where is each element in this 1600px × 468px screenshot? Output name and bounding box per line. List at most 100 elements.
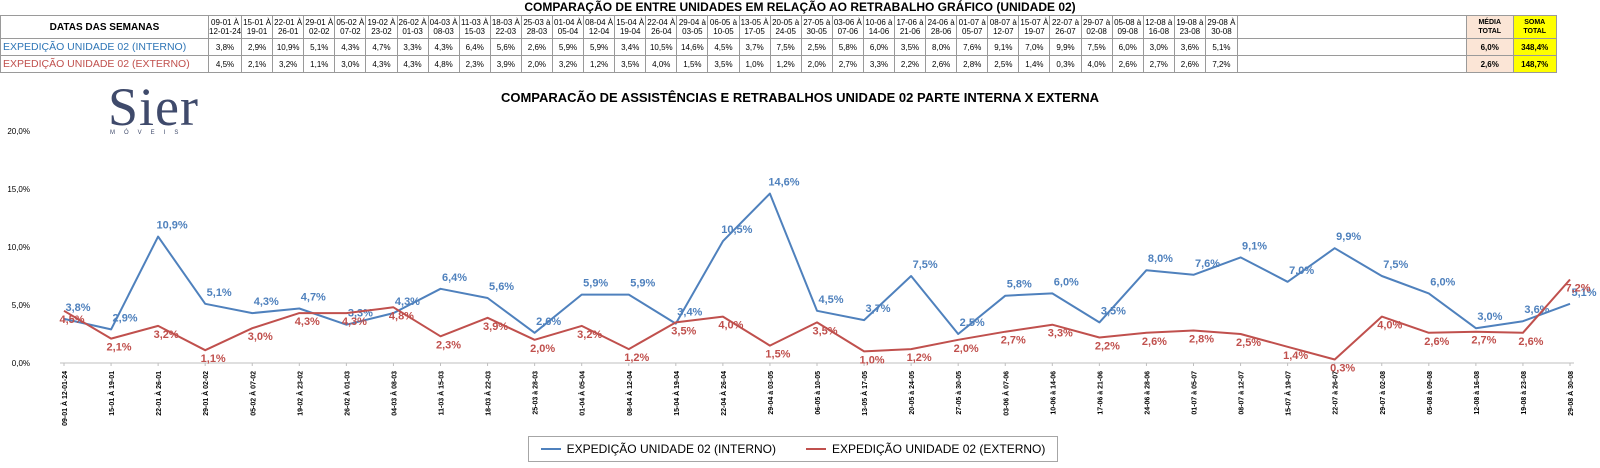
week-header-cell: 20-05 à 24-05 [769,15,802,39]
week-header-cell: 09-01 À 12-01-24 [207,15,243,39]
data-label: 3,6% [1524,304,1549,316]
x-tick-label: 20-05 à 24-05 [909,371,916,415]
x-tick-label: 12-08 à 16-08 [1474,371,1481,415]
x-tick-label: 18-03 À 22-03 [484,371,493,416]
chart-title: COMPARACÃO DE ASSISTÊNCIAS E RETRABALHOS… [500,90,1100,105]
data-label: 4,0% [718,320,743,332]
data-label: 5,9% [630,278,655,290]
x-tick-label: 26-02 À 01-03 [342,371,351,416]
data-label: 3,0% [248,331,273,343]
data-label: 7,5% [1383,259,1408,271]
data-label: 3,9% [483,321,508,333]
value-cell: 1,4% [1018,55,1051,73]
x-tick-label: 25-03 à 28-03 [533,371,540,415]
x-tick-label: 19-08 à 23-08 [1521,371,1528,415]
data-label: 9,1% [1242,240,1267,252]
legend-item-interno: EXPEDIÇÃO UNIDADE 02 (INTERNO) [540,442,776,456]
data-label: 5,6% [489,281,514,293]
week-header-cell: 29-08 À 30-08 [1204,15,1238,39]
x-tick-label: 27-05 à 30-05 [956,371,963,415]
data-label: 3,2% [154,329,179,341]
x-tick-label: 29-04 à 03-05 [768,371,775,415]
data-label: 3,5% [671,325,696,337]
data-label: 4,8% [389,310,414,322]
week-header-cell: 26-02 À 01-03 [396,15,429,39]
week-header-cell: 05-08 à 09-08 [1111,15,1144,39]
x-tick-label: 29-08 À 30-08 [1566,371,1575,416]
logo-text: Sier [108,77,199,137]
x-tick-label: 29-01 À 02-02 [201,371,210,416]
data-label: 3,7% [866,303,891,315]
data-label: 8,0% [1148,253,1173,265]
data-label: 2,7% [1001,335,1026,347]
week-header-cell: 24-06 à 28-06 [925,15,958,39]
value-cell: 1,2% [583,55,616,73]
data-label: 6,0% [1054,276,1079,288]
data-label: 10,5% [721,224,752,236]
week-header-cell: 03-06 À 07-06 [831,15,864,39]
company-logo: Sier MÓVEIS [108,77,268,140]
data-label: 7,6% [1195,258,1220,270]
value-cell: 2,2% [893,55,927,73]
legend-swatch-externo [806,448,826,450]
data-label: 4,7% [301,291,326,303]
media-total-value: 2,6% [1465,55,1514,73]
x-tick-label: 15-01 À 19-01 [107,371,116,416]
data-label: 3,2% [577,329,602,341]
data-label: 5,1% [207,287,232,299]
value-cell: 2,6% [1173,55,1206,73]
value-cell: 4,0% [1080,55,1113,73]
week-header-cell: 27-05 à 30-05 [800,15,833,39]
x-tick-label: 04-03 À 08-03 [389,371,398,416]
data-label: 5,1% [1571,287,1596,299]
legend-swatch-interno [540,448,561,450]
week-header-cell: 25-03 à 28-03 [520,15,553,39]
table-row-externo: EXPEDIÇÃO UNIDADE 02 (EXTERNO) 4,5% 2,1% 3,… [0,55,1557,73]
week-header-cell: 12-08 à 16-08 [1142,15,1175,39]
series-line-interno [63,192,1571,335]
x-tick-label: 06-05 à 10-05 [815,371,822,415]
data-label: 3,8% [65,302,90,314]
week-header-cell: 06-05 à 10-05 [707,15,740,39]
data-label: 1,2% [624,352,649,364]
data-label: 3,5% [1101,305,1126,317]
x-tick-label: 01-07 à 05-07 [1192,371,1199,415]
week-header-cell: 15-07 À 19-07 [1018,15,1051,39]
data-label: 2,5% [960,317,985,329]
week-header-cell: 05-02 À 07-02 [334,15,367,39]
data-label: 2,7% [1471,335,1496,347]
data-label: 1,1% [201,353,226,365]
data-label: 9,9% [1336,231,1361,243]
x-tick-label: 19-02 À 23-02 [295,371,304,416]
data-label: 3,0% [1477,311,1502,323]
value-cell: 4,3% [396,55,429,73]
data-label: 3,5% [812,325,837,337]
x-tick-label: 01-04 À 05-04 [578,371,587,416]
series-line-externo [63,278,1571,361]
logo-subtext: MÓVEIS [110,130,188,136]
data-label: 0,3% [1330,363,1355,375]
data-label: 2,0% [954,343,979,355]
data-label: 2,9% [113,312,138,324]
x-tick-label: 22-07 à 26-07 [1333,371,1340,415]
x-tick-label: 11-03 À 15-03 [437,371,446,415]
y-tick-label: 10,0% [7,243,30,252]
legend-item-externo: EXPEDIÇÃO UNIDADE 02 (EXTERNO) [806,442,1045,456]
x-tick-label: 15-04 À 19-04 [672,371,681,416]
data-label: 2,6% [1518,336,1543,348]
week-header-cell: 15-01 À 19-01 [241,15,274,39]
data-label: 6,4% [442,272,467,284]
x-tick-label: 05-08 à 09-08 [1427,371,1434,415]
data-label: 4,3% [295,316,320,328]
week-header-cell: 22-01 À 26-01 [272,15,305,39]
week-header-cell: 08-07 à 12-07 [987,15,1020,39]
data-label: 10,9% [157,220,188,232]
soma-total-value: 148,7% [1512,55,1557,73]
table-header-label: DATAS DAS SEMANAS [0,15,209,39]
data-label: 7,2% [1565,282,1590,294]
y-tick-label: 5,0% [12,301,30,310]
value-cell: 7,2% [1204,55,1238,73]
value-cell: 3,6% [1173,38,1206,56]
